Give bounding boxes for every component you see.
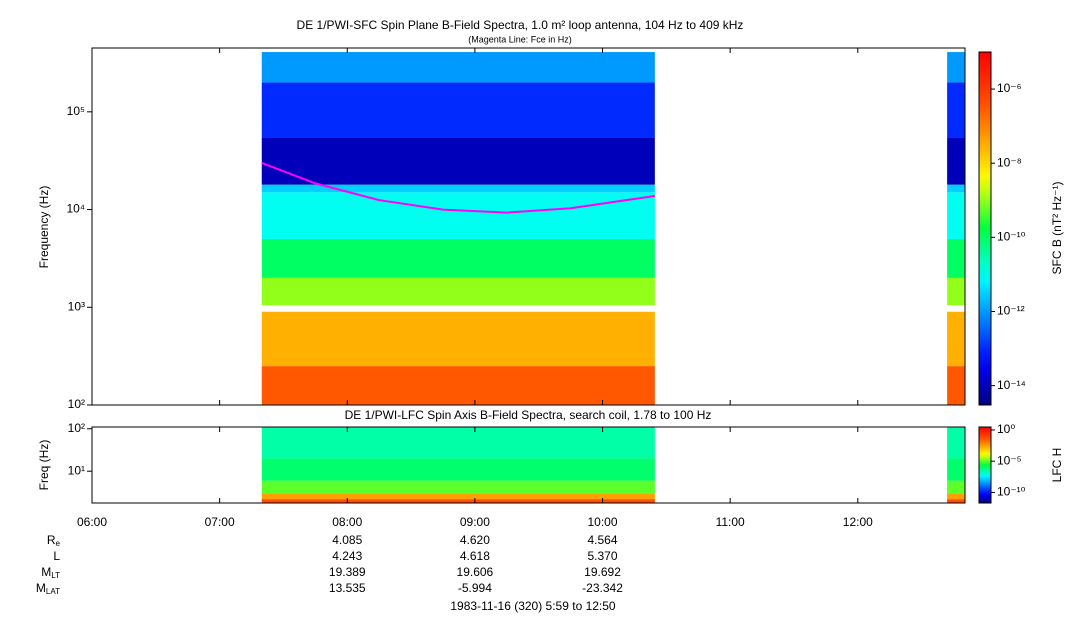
ephemeris-label-text: M [36,581,46,595]
spectrogram-cell [947,52,965,83]
plot-frame [91,426,966,504]
ephemeris-label-sub: LAT [46,587,60,596]
spectrogram-cell [261,52,655,83]
spectrogram-cell [947,458,965,481]
spectrogram-cell [947,493,965,500]
spectrogram-cell [261,480,655,494]
spectrogram-cell [947,499,965,503]
y-tick-label: 10³ [68,299,85,313]
ephemeris-value: 19.692 [584,565,621,579]
y-tick-label: 10⁴ [66,202,85,216]
x-tick-label: 12:00 [843,515,873,529]
spectrogram-cell [947,137,965,185]
colorbar [978,426,992,504]
y-tick-label: 10⁵ [67,104,85,118]
spectrogram-cell [947,311,965,367]
ephemeris-value: 4.618 [460,549,490,563]
chart-title: DE 1/PWI-SFC Spin Plane B-Field Spectra,… [297,18,744,32]
x-tick-label: 06:00 [77,515,107,529]
plot-frame [91,47,966,406]
chart-title: DE 1/PWI-LFC Spin Axis B-Field Spectra, … [345,408,712,422]
ephemeris-label-sub: e [56,539,61,548]
ephemeris-value: 4.085 [332,533,362,547]
y-tick-label: 10² [68,421,85,435]
spectrogram-cell [261,192,655,239]
ephemeris-value: -5.994 [458,581,492,595]
colorbar-tick-label: 10⁻⁶ [997,81,1022,95]
ephemeris-value: 5.370 [588,549,618,563]
colorbar-tick-label: 10⁻¹⁰ [997,485,1026,499]
fce-line [261,161,656,214]
ephemeris-label: Re [47,533,61,548]
ephemeris-label-text: L [53,549,60,563]
spectrogram-cell [947,427,965,459]
colorbar-tick-label: 10⁻¹⁴ [997,378,1026,392]
colorbar-tick-label: 10⁻¹² [997,304,1025,318]
x-tick-label: 09:00 [460,515,490,529]
ephemeris-label: MLT [41,565,60,580]
y-tick-label: 10² [68,397,85,411]
colorbar-label: SFC B (nT² Hz⁻¹) [1050,182,1064,275]
ephemeris-label-text: R [47,533,56,547]
ephemeris-value: 4.243 [332,549,362,563]
spectrogram-cell [947,238,965,278]
footer: 1983-11-16 (320) 5:59 to 12:50 [450,599,616,613]
ephemeris-label: MLAT [36,581,60,596]
colorbar-tick-label: 10⁻¹⁰ [997,230,1026,244]
spectrogram-cell [947,480,965,494]
ephemeris-value: -23.342 [582,581,623,595]
ephemeris-label: L [53,549,60,563]
spectrogram-cell [261,238,655,278]
x-tick-label: 07:00 [205,515,235,529]
colorbar [978,51,992,406]
ephemeris-value: 19.606 [457,565,494,579]
colorbar-tick-label: 10⁻⁸ [997,155,1022,169]
spectrogram-cell [261,184,655,193]
spectrogram-cell [947,277,965,306]
spectrogram-cell [947,184,965,193]
spectrogram-cell [261,82,655,138]
colorbar-tick-label: 10⁰ [997,422,1015,436]
spectrogram-cell [261,366,655,405]
spectrogram-cell [261,499,655,503]
colorbar-tick-label: 10⁻⁵ [997,453,1022,467]
ephemeris-value: 13.535 [329,581,366,595]
ephemeris-value: 19.389 [329,565,366,579]
x-tick-label: 11:00 [716,515,745,529]
y-axis-label: Frequency (Hz) [37,186,51,269]
spectrogram-cell [261,277,655,306]
spectrogram-cell [947,192,965,239]
spectrogram-cell [261,311,655,367]
chart-subtitle: (Magenta Line: Fce in Hz) [468,34,572,44]
colorbar-label: LFC H [1050,448,1064,483]
y-tick-label: 10¹ [68,463,85,477]
ephemeris-label-sub: LT [51,571,60,580]
x-tick-label: 08:00 [332,515,362,529]
spectrogram-cell [261,493,655,500]
ephemeris-value: 4.620 [460,533,490,547]
ephemeris-label-text: M [41,565,51,579]
x-tick-label: 10:00 [588,515,618,529]
spectrogram-cell [261,427,655,459]
spectrogram-cell [947,366,965,405]
y-axis-label: Freq (Hz) [37,440,51,491]
spectrogram-cell [261,137,655,185]
spectrogram-cell [947,82,965,138]
ephemeris-value: 4.564 [588,533,618,547]
spectrogram-cell [261,458,655,481]
